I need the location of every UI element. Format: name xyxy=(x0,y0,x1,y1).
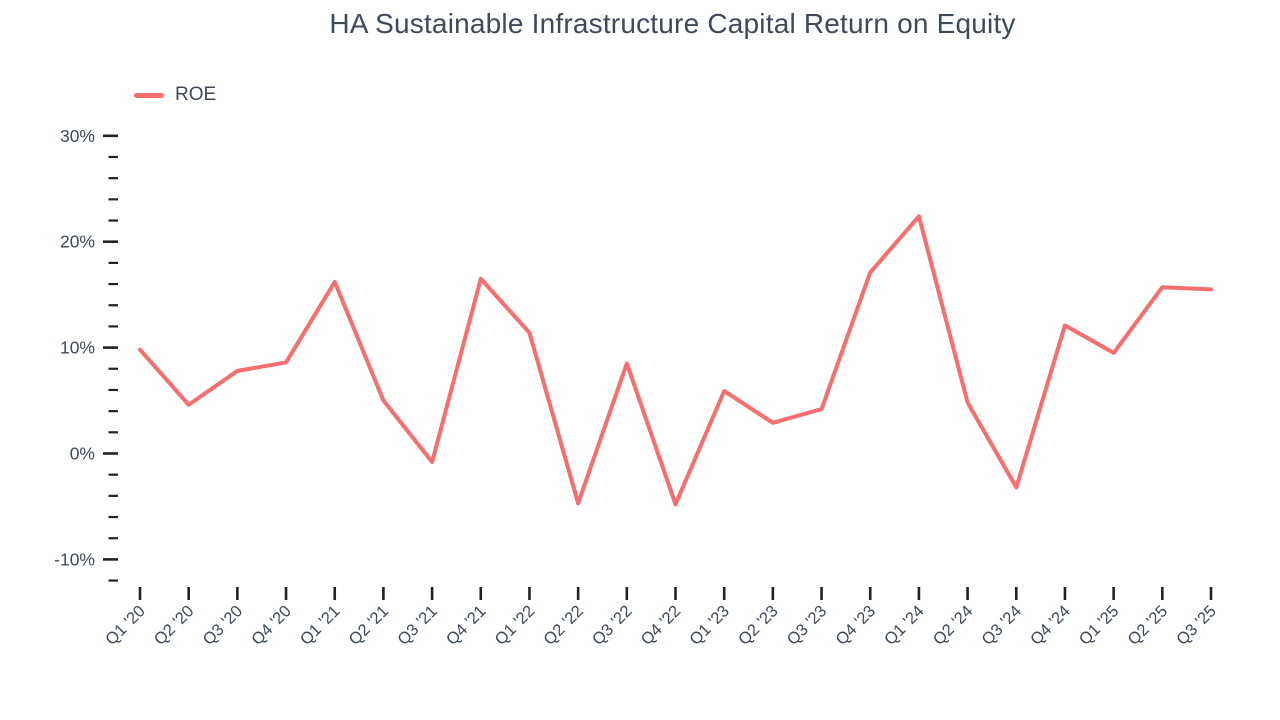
y-axis-tick-label: -10% xyxy=(54,549,95,569)
x-axis-tick-label: Q3 '24 xyxy=(978,602,1025,649)
x-axis-tick-label: Q2 '23 xyxy=(735,602,782,649)
y-axis-tick-label: 20% xyxy=(60,232,95,252)
x-axis-tick-label: Q2 '22 xyxy=(540,602,587,649)
roe-legend-label: ROE xyxy=(175,84,217,105)
x-axis-tick-label: Q1 '24 xyxy=(881,602,928,649)
x-axis-tick-label: Q3 '23 xyxy=(784,602,831,649)
x-axis-tick-label: Q1 '22 xyxy=(492,602,539,649)
x-axis-tick-label: Q4 '24 xyxy=(1027,602,1074,649)
x-axis-tick-label: Q3 '21 xyxy=(394,602,441,649)
x-axis-tick-label: Q1 '23 xyxy=(686,602,733,649)
x-axis-tick-label: Q3 '22 xyxy=(589,602,636,649)
roe-legend-swatch-icon xyxy=(134,92,164,98)
x-axis-tick-label: Q2 '20 xyxy=(151,602,198,649)
roe-line-series xyxy=(138,214,1213,507)
x-axis-tick-label: Q4 '22 xyxy=(638,602,685,649)
x-axis-tick-label: Q2 '21 xyxy=(345,602,392,649)
x-axis-tick-label: Q2 '25 xyxy=(1124,602,1171,649)
x-axis-tick-label: Q4 '20 xyxy=(248,602,295,649)
x-axis-tick-label: Q4 '21 xyxy=(443,602,490,649)
x-axis-tick-label: Q1 '20 xyxy=(102,602,149,649)
y-axis-tick-label: 10% xyxy=(60,338,95,358)
x-axis-tick-label: Q1 '21 xyxy=(297,602,344,649)
x-axis-tick-label: Q3 '25 xyxy=(1173,602,1220,649)
chart-legend[interactable]: ROE xyxy=(134,84,216,106)
x-axis-tick-label: Q4 '23 xyxy=(832,602,879,649)
x-axis-tick-label: Q3 '20 xyxy=(199,602,246,649)
chart-title: HA Sustainable Infrastructure Capital Re… xyxy=(329,8,1016,39)
y-axis-tick-label: 30% xyxy=(60,126,95,146)
x-axis-tick-label: Q2 '24 xyxy=(930,602,977,649)
y-axis-tick-label: 0% xyxy=(70,444,95,464)
x-axis-tick-label: Q1 '25 xyxy=(1076,602,1123,649)
